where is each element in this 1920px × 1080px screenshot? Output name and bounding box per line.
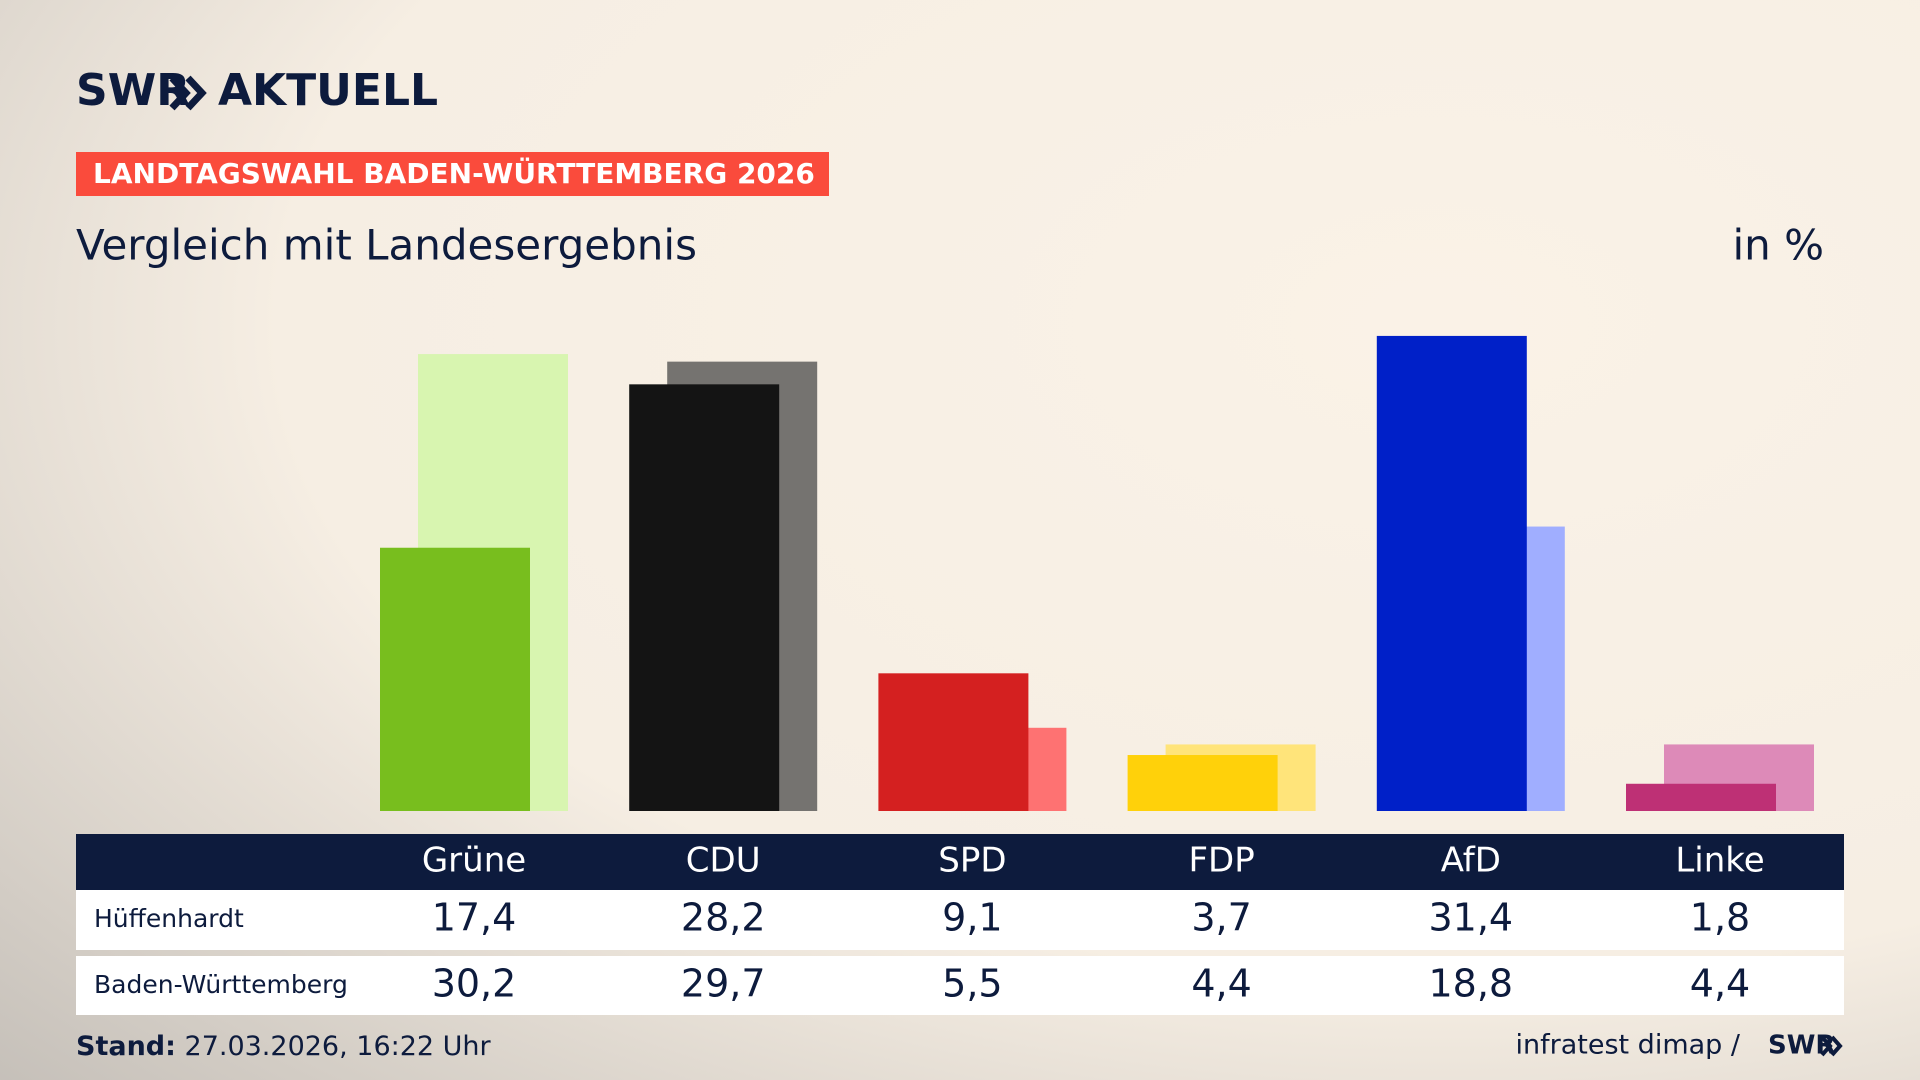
table-cell: 9,1 (942, 896, 1002, 940)
bar (380, 547, 530, 811)
table-cell: 18,8 (1428, 962, 1513, 1006)
table-cell: 3,7 (1191, 896, 1251, 940)
table-cell: 29,7 (681, 962, 766, 1006)
bar (1376, 335, 1527, 811)
column-header: Grüne (422, 841, 526, 881)
row-label: Hüffenhardt (94, 904, 244, 933)
bar (1626, 783, 1776, 811)
table-row (76, 956, 1844, 1015)
column-header: SPD (938, 841, 1006, 881)
logo: SWR (76, 65, 190, 116)
source: infratest dimap / (1515, 1030, 1740, 1061)
footer-label: Stand: (76, 1031, 176, 1062)
source-arrows (1820, 1035, 1843, 1057)
column-header: Linke (1675, 841, 1764, 881)
table-cell: 4,4 (1191, 962, 1251, 1006)
column-header: CDU (686, 841, 761, 881)
footer-text: 27.03.2026, 16:22 Uhr (185, 1031, 492, 1062)
logo-arrows (169, 75, 207, 111)
bar (629, 384, 780, 811)
table-cell: 1,8 (1690, 896, 1750, 940)
logo-suffix: AKTUELL (218, 65, 438, 116)
table-cell: 5,5 (942, 962, 1002, 1006)
table-cell: 30,2 (432, 962, 517, 1006)
table-header (76, 834, 1844, 890)
chart-title: Vergleich mit Landesergebnis (76, 221, 697, 270)
row-label: Baden-Württemberg (94, 970, 348, 999)
kicker-box (76, 152, 829, 196)
table-cell: 28,2 (681, 896, 766, 940)
bar (1127, 755, 1278, 811)
footer: Stand: 27.03.2026, 16:22 Uhr (76, 1031, 492, 1062)
table-cell: 17,4 (432, 896, 517, 940)
bar (878, 673, 1029, 811)
column-header: AfD (1441, 841, 1501, 881)
table-cell: 4,4 (1690, 962, 1750, 1006)
kicker: LANDTAGSWAHL BADEN-WÜRTTEMBERG 2026 (93, 156, 815, 190)
table-cell: 31,4 (1428, 896, 1513, 940)
source-logo: SWR (1768, 1031, 1835, 1061)
unit-label: in % (1732, 221, 1824, 270)
table-row (76, 890, 1844, 950)
column-header: FDP (1188, 841, 1254, 881)
